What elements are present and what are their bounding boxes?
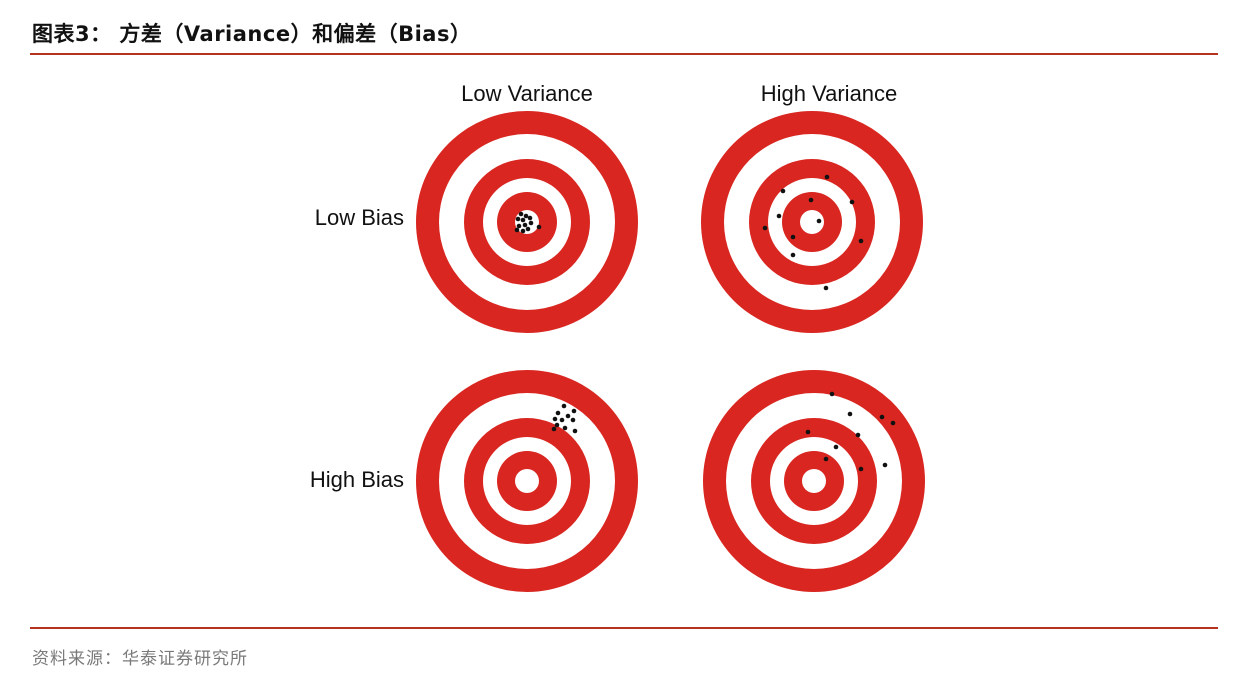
shot-dot — [849, 199, 855, 205]
target-high-bias-high-variance — [703, 370, 925, 592]
shot-dot — [525, 226, 531, 232]
shot-dot — [816, 218, 822, 224]
target-low-bias-high-variance — [701, 111, 923, 333]
shot-dot — [762, 225, 768, 231]
shot-dot — [527, 215, 533, 221]
shot-dot — [551, 426, 557, 432]
shot-dot — [528, 220, 534, 226]
target-ring-white — [802, 469, 826, 493]
shot-dot — [790, 252, 796, 258]
shot-dot — [520, 217, 526, 223]
source-note: 资料来源：华泰证券研究所 — [32, 649, 248, 669]
shot-dot — [554, 422, 560, 428]
shot-dot — [847, 411, 853, 417]
shot-dot — [823, 456, 829, 462]
column-label-high-variance: High Variance — [760, 81, 898, 106]
shot-dot — [523, 213, 529, 219]
source-rule — [30, 627, 1218, 629]
shot-dot — [823, 285, 829, 291]
shot-dot — [555, 410, 561, 416]
shot-dot — [516, 223, 522, 229]
shot-dot — [780, 188, 786, 194]
shot-dot — [565, 413, 571, 419]
shot-dot — [776, 213, 782, 219]
target-low-bias-low-variance — [416, 111, 638, 333]
shot-dot — [571, 408, 577, 414]
shot-dot — [790, 234, 796, 240]
shot-dot — [808, 197, 814, 203]
shot-dot — [858, 238, 864, 244]
shot-dot — [522, 222, 528, 228]
shot-dot — [805, 429, 811, 435]
shot-dot — [552, 416, 558, 422]
shot-dot — [561, 403, 567, 409]
shot-dot — [559, 417, 565, 423]
shot-dot — [890, 420, 896, 426]
shot-dot — [855, 432, 861, 438]
shot-dot — [858, 466, 864, 472]
shot-dot — [536, 224, 542, 230]
target-high-bias-low-variance — [416, 370, 638, 592]
shot-dot — [879, 414, 885, 420]
shot-dot — [829, 391, 835, 397]
target-ring-white — [800, 210, 824, 234]
shot-dot — [514, 227, 520, 233]
shot-dot — [833, 444, 839, 450]
shot-dot — [515, 216, 521, 222]
shot-dot — [518, 211, 524, 217]
shot-dot — [570, 417, 576, 423]
row-label-high-bias: High Bias — [309, 467, 404, 492]
row-label-low-bias: Low Bias — [314, 205, 404, 230]
column-label-low-variance: Low Variance — [461, 81, 593, 106]
title-rule — [30, 53, 1218, 55]
shot-dot — [572, 428, 578, 434]
figure-title: 图表3： 方差（Variance）和偏差（Bias） — [32, 22, 472, 46]
shot-dot — [824, 174, 830, 180]
shot-dot — [562, 425, 568, 431]
shot-dot — [520, 228, 526, 234]
shot-dot — [882, 462, 888, 468]
target-ring-white — [515, 469, 539, 493]
